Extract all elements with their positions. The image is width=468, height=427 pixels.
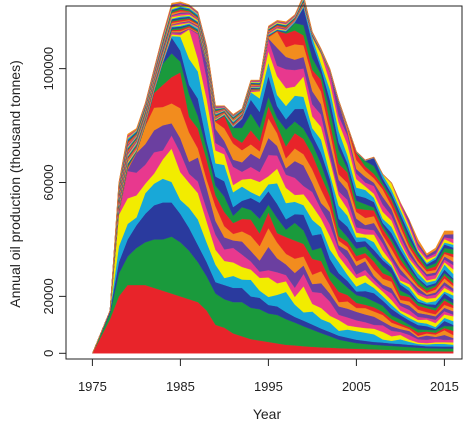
y-axis-title: Annual oil production (thousand tonnes) bbox=[7, 60, 23, 308]
y-tick-label: 60000 bbox=[41, 164, 56, 200]
x-axis: 1975 1985 1995 2005 2015 bbox=[78, 359, 459, 394]
y-tick-label: 20000 bbox=[41, 278, 56, 314]
x-tick-label: 2015 bbox=[430, 379, 459, 394]
x-axis-title: Year bbox=[253, 406, 282, 422]
area-layers bbox=[92, 0, 454, 354]
x-tick-label: 1985 bbox=[166, 379, 195, 394]
x-tick-label: 1995 bbox=[254, 379, 283, 394]
area-layer-40 bbox=[92, 0, 454, 354]
y-tick-label: 0 bbox=[41, 350, 56, 357]
x-tick-label: 1975 bbox=[78, 379, 107, 394]
y-tick-label: 100000 bbox=[41, 47, 56, 90]
y-axis: 0 20000 60000 100000 bbox=[41, 47, 66, 357]
x-tick-label: 2005 bbox=[342, 379, 371, 394]
